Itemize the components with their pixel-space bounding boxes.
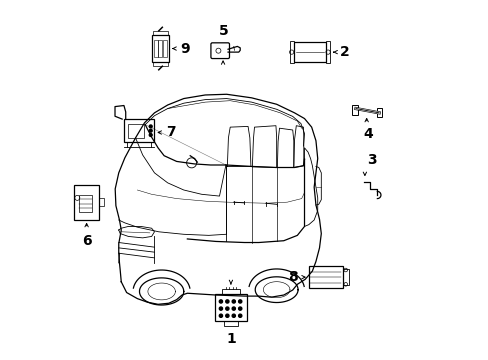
Bar xyxy=(215,294,246,321)
Circle shape xyxy=(238,300,242,303)
Text: 9: 9 xyxy=(180,41,189,55)
Bar xyxy=(308,266,342,288)
Bar xyxy=(376,108,381,117)
Text: 2: 2 xyxy=(340,45,349,59)
Text: 5: 5 xyxy=(219,24,228,38)
Circle shape xyxy=(238,314,242,318)
Bar xyxy=(342,269,348,285)
Bar xyxy=(325,41,329,63)
Circle shape xyxy=(219,314,222,318)
Bar xyxy=(153,62,167,66)
Text: 4: 4 xyxy=(363,127,372,141)
Circle shape xyxy=(238,307,242,310)
Bar xyxy=(153,31,167,35)
Text: 8: 8 xyxy=(287,270,297,284)
Circle shape xyxy=(225,300,228,303)
Circle shape xyxy=(149,125,152,128)
Bar xyxy=(163,40,166,58)
Bar xyxy=(74,185,99,220)
Circle shape xyxy=(232,307,235,310)
Circle shape xyxy=(232,314,235,318)
Bar xyxy=(154,40,158,58)
Bar xyxy=(158,40,162,58)
Circle shape xyxy=(219,300,222,303)
Bar xyxy=(224,321,238,326)
Circle shape xyxy=(149,129,152,132)
Bar xyxy=(123,119,154,142)
Bar xyxy=(99,198,104,206)
Bar xyxy=(289,41,293,63)
Bar xyxy=(79,195,92,212)
Text: 7: 7 xyxy=(165,126,175,139)
Text: 1: 1 xyxy=(225,332,235,346)
Bar xyxy=(222,289,240,294)
Bar xyxy=(352,105,357,114)
Circle shape xyxy=(232,300,235,303)
Circle shape xyxy=(219,307,222,310)
Bar xyxy=(152,35,169,62)
Bar xyxy=(128,123,144,138)
Circle shape xyxy=(225,314,228,318)
Circle shape xyxy=(149,134,152,136)
Bar xyxy=(293,42,325,62)
Text: 3: 3 xyxy=(366,153,376,167)
Text: 6: 6 xyxy=(81,234,91,248)
Circle shape xyxy=(225,307,228,310)
